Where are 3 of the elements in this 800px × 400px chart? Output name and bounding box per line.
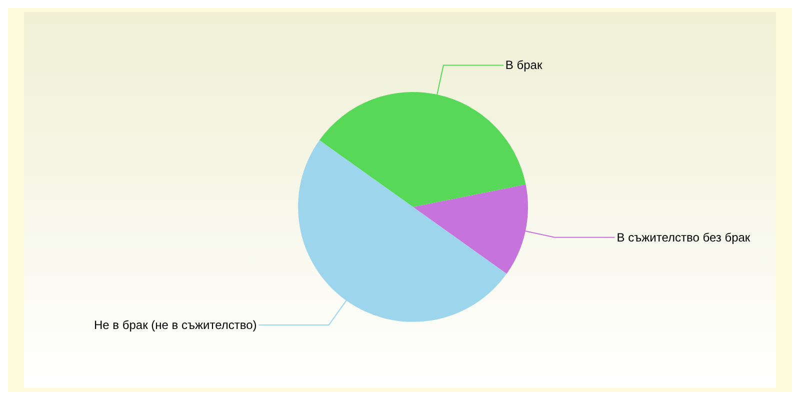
slice-label: В съжителство без брак [616, 230, 751, 244]
slice-label: Не в брак (не в съжителство) [94, 318, 257, 332]
slice-label: В брак [505, 58, 543, 72]
